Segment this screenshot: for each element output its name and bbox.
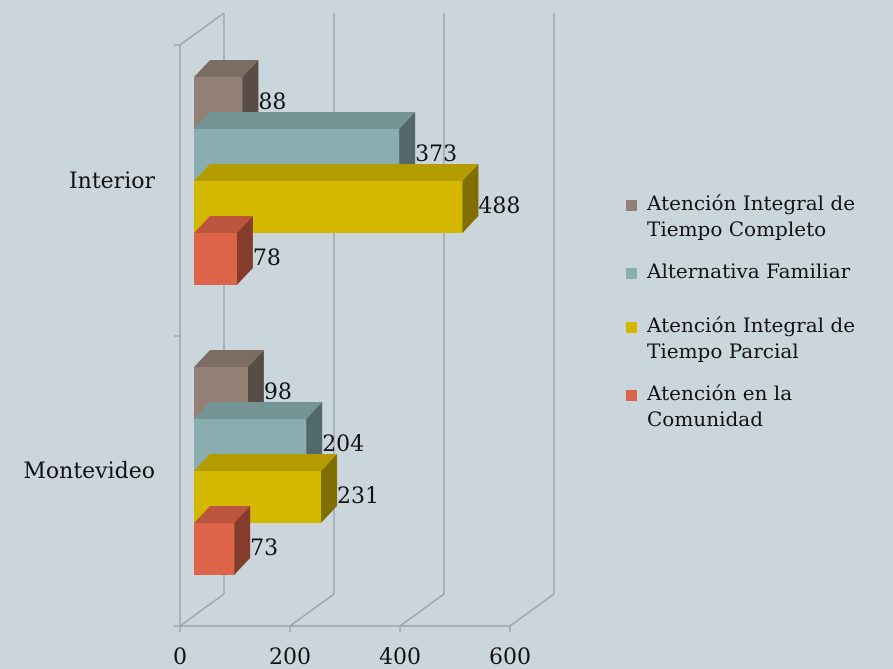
bar-top (194, 60, 259, 77)
legend-item: Atención Integral de Tiempo Completo (626, 190, 893, 242)
bar-side (234, 506, 251, 575)
bar-side (399, 112, 416, 181)
bar-top (194, 350, 264, 367)
floor-gridline (289, 593, 335, 627)
data-label: 231 (337, 484, 379, 509)
bar-front (194, 233, 237, 285)
bar-top (194, 506, 251, 523)
data-label: 373 (415, 142, 457, 167)
data-label: 88 (258, 90, 286, 115)
data-label: 73 (250, 536, 278, 561)
chart-legend: Atención Integral de Tiempo Completo Alt… (626, 190, 893, 448)
bar-side (306, 402, 323, 471)
data-label: 488 (478, 194, 520, 219)
category-label: Montevideo (23, 459, 155, 484)
data-label: 204 (322, 432, 364, 457)
floor-gridline (509, 593, 555, 627)
chart-bars (194, 60, 479, 575)
data-label: 98 (264, 380, 292, 405)
bar-side (247, 350, 264, 419)
bar-top (194, 402, 323, 419)
bar-top (194, 216, 253, 233)
bar-side (236, 216, 253, 285)
legend-item: Atención en la Comunidad (626, 380, 893, 432)
legend-swatch (626, 390, 637, 401)
legend-label: Atención Integral de Tiempo Parcial (647, 313, 856, 363)
floor-gridline (179, 593, 225, 627)
bar-top (194, 112, 416, 129)
x-tick-label: 400 (379, 645, 421, 669)
legend-label: Atención en la Comunidad (647, 381, 793, 431)
legend-swatch (626, 200, 637, 211)
floor-gridline (399, 593, 445, 627)
bar-side (462, 164, 479, 233)
bar-side (321, 454, 338, 523)
x-tick-label: 600 (489, 645, 531, 669)
x-tick-label: 200 (269, 645, 311, 669)
legend-swatch (626, 322, 637, 333)
bar-side (242, 60, 259, 129)
legend-item: Atención Integral de Tiempo Parcial (626, 312, 893, 364)
bar-front (194, 523, 235, 575)
legend-item: Alternativa Familiar (626, 258, 893, 284)
axis-depth-line (179, 12, 225, 46)
bar-top (194, 454, 338, 471)
legend-label: Atención Integral de Tiempo Completo (647, 191, 856, 241)
legend-label: Alternativa Familiar (647, 259, 851, 283)
data-label: 78 (253, 246, 281, 271)
x-tick-label: 0 (173, 645, 187, 669)
legend-swatch (626, 268, 637, 279)
chart-labels: 0 200 400 600 Interior Montevideo 88 373 488 78 98… (23, 90, 531, 669)
category-label: Interior (69, 169, 156, 194)
bar-top (194, 164, 479, 181)
